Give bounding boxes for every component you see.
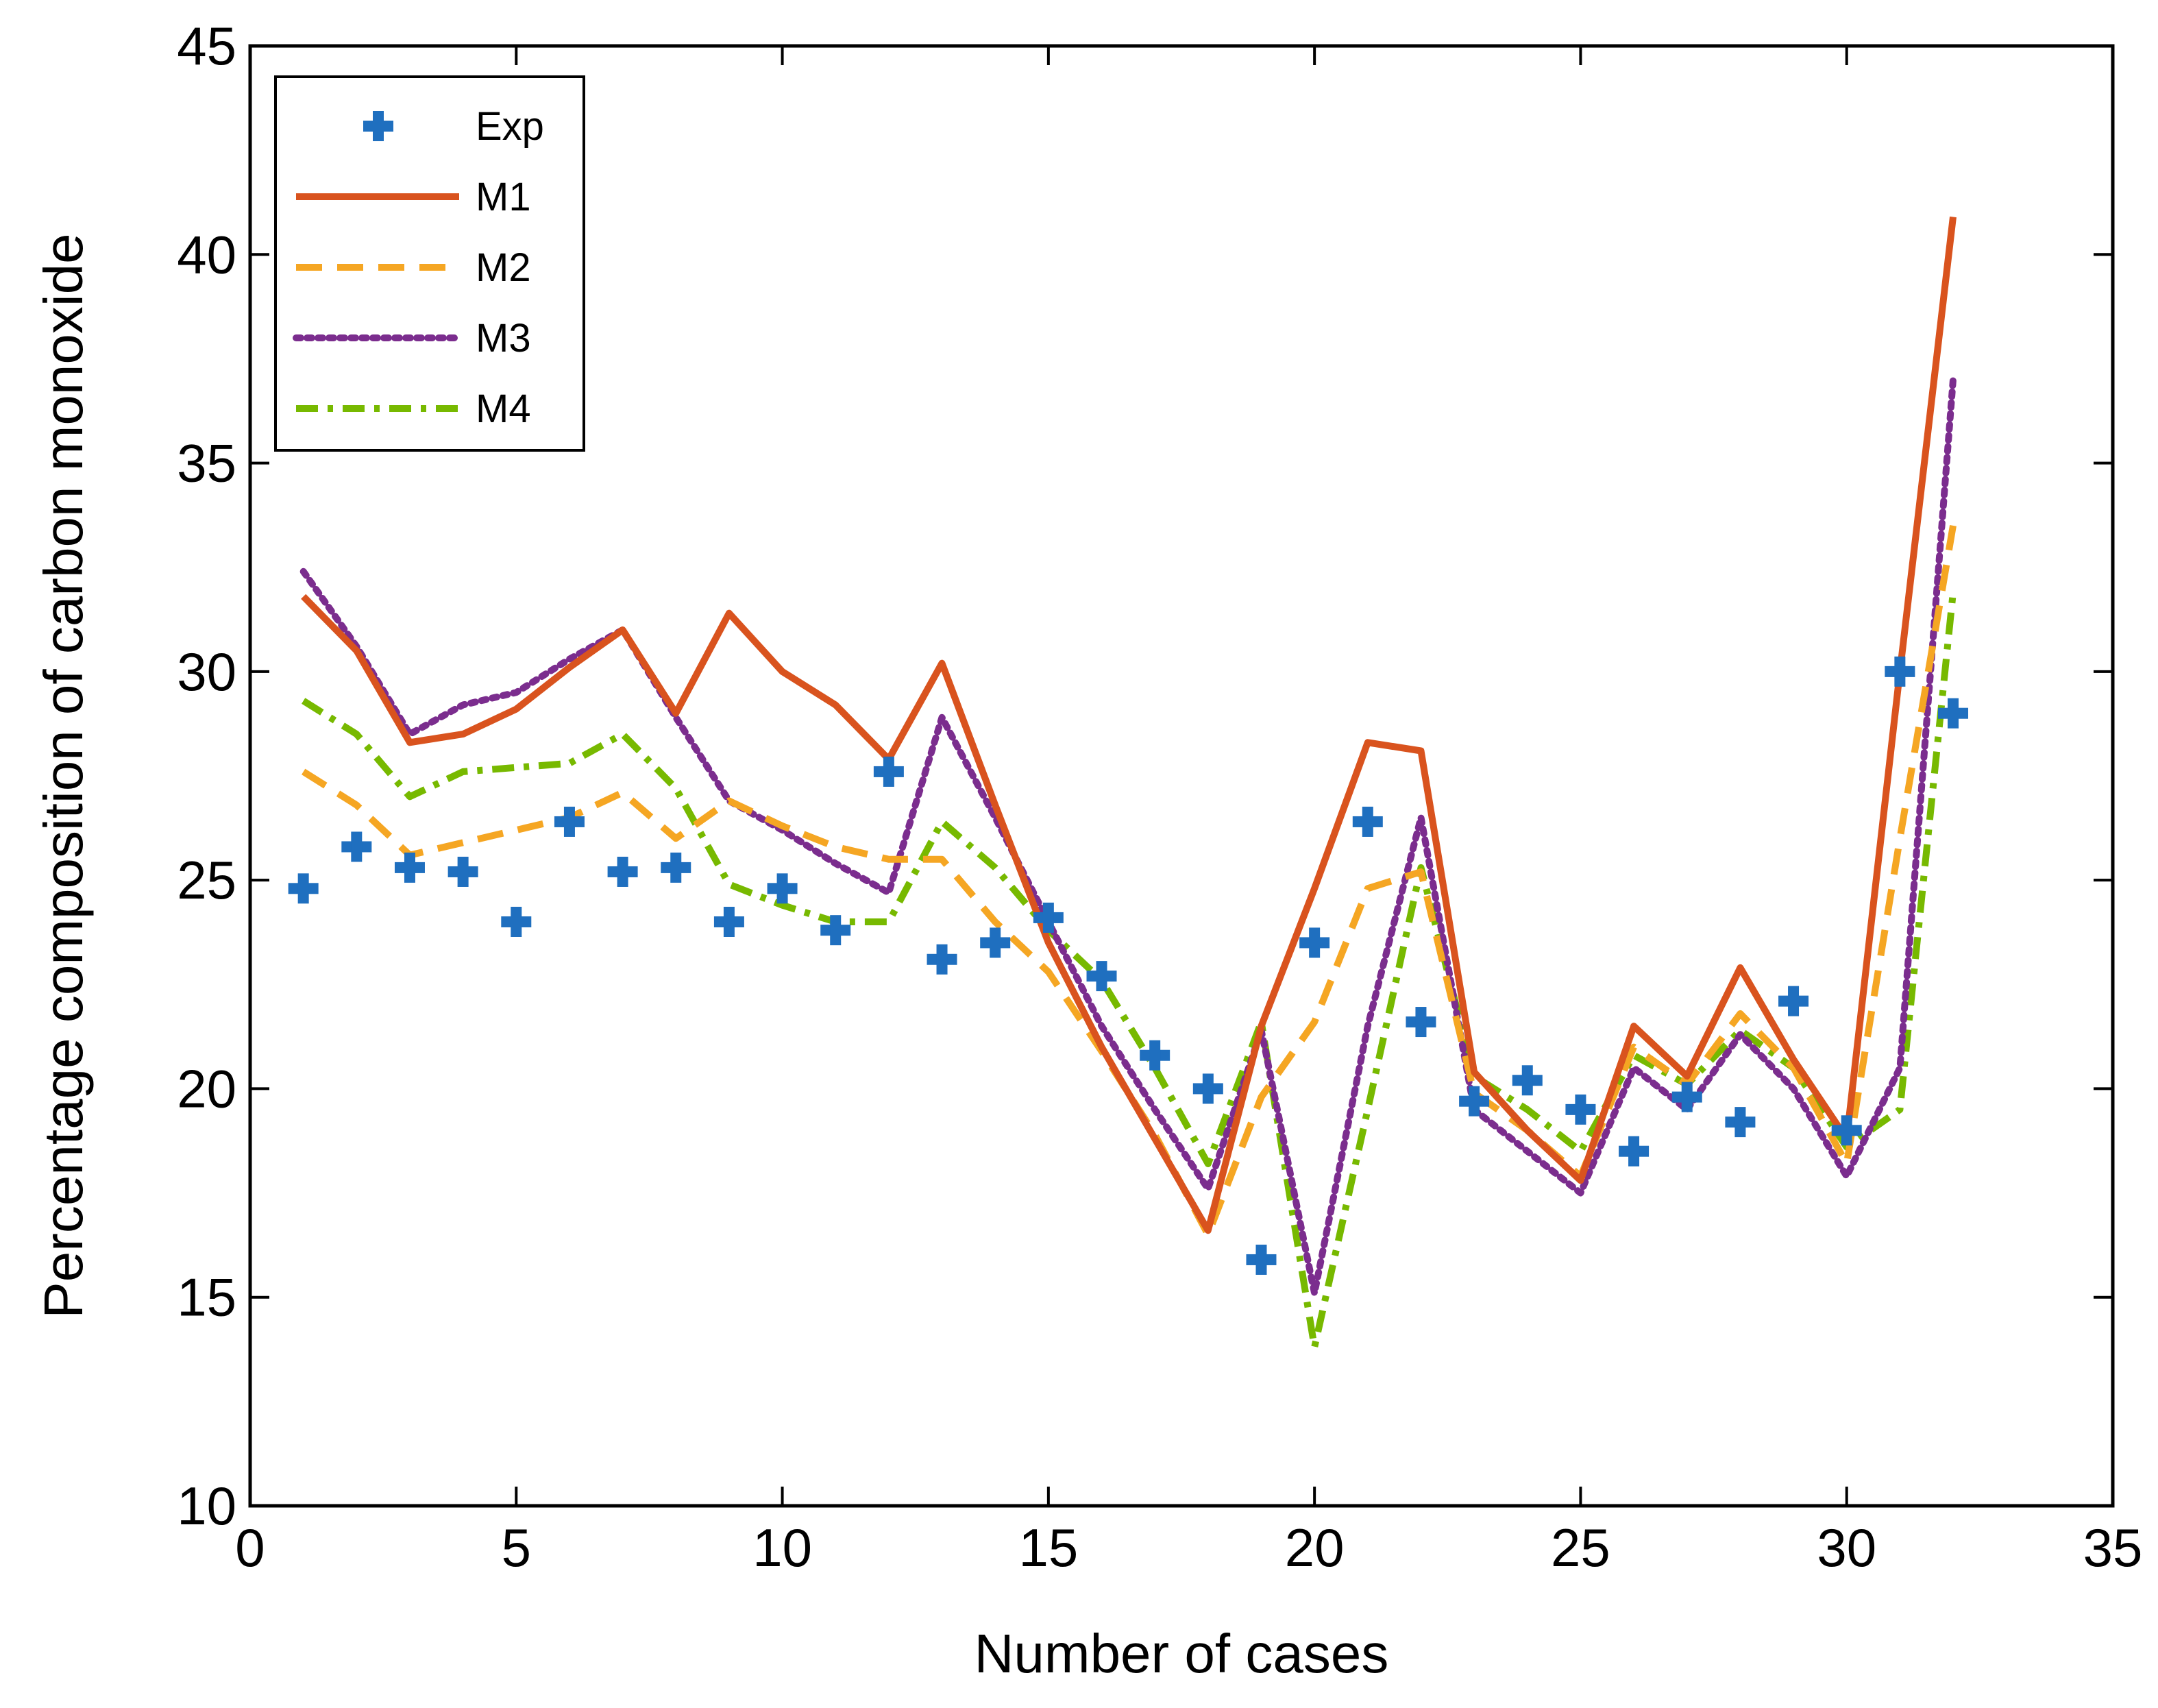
data-point-exp — [661, 852, 691, 883]
data-point-exp — [1885, 656, 1915, 687]
data-point-exp — [1778, 986, 1809, 1016]
data-point-exp — [1033, 902, 1064, 933]
data-point-exp — [873, 756, 904, 787]
data-point-exp — [980, 927, 1011, 958]
data-point-exp — [1406, 1007, 1436, 1038]
x-tick-label: 10 — [752, 1517, 812, 1578]
data-point-exp — [1725, 1107, 1756, 1138]
series-line-m1 — [301, 216, 1957, 1234]
data-point-exp — [1565, 1094, 1596, 1125]
x-tick-label: 25 — [1551, 1517, 1610, 1578]
data-point-exp — [394, 852, 425, 883]
x-tick-label: 35 — [2083, 1517, 2143, 1578]
legend-label: M2 — [476, 245, 531, 290]
legend-item-m4: M4 — [296, 387, 531, 431]
data-point-exp — [1619, 1136, 1650, 1167]
y-tick-label: 15 — [177, 1267, 236, 1328]
legend-box — [274, 75, 585, 452]
data-point-exp — [1459, 1086, 1490, 1117]
y-tick-label: 30 — [177, 642, 236, 702]
data-point-exp — [1938, 698, 1969, 729]
x-tick-label: 5 — [502, 1517, 531, 1578]
data-point-exp — [1192, 1073, 1223, 1104]
axis-ticks: 0 5 10 15 20 25 30 35 10 15 20 25 30 35 40 45 — [177, 16, 2142, 1578]
legend-item-m2: M2 — [296, 245, 531, 290]
x-tick-label: 30 — [1817, 1517, 1876, 1578]
data-point-exp — [1140, 1040, 1170, 1071]
data-point-exp — [927, 944, 957, 975]
y-tick-label: 40 — [177, 224, 236, 284]
data-point-exp — [341, 831, 372, 862]
y-tick-label: 45 — [177, 16, 236, 76]
data-point-exp — [554, 806, 585, 837]
legend-item-m1: M1 — [296, 175, 531, 219]
data-point-exp — [1671, 1082, 1702, 1112]
series-line-m2 — [302, 525, 1957, 1239]
x-tick-label: 0 — [235, 1517, 265, 1578]
data-point-exp — [820, 915, 851, 946]
x-tick-label: 15 — [1018, 1517, 1078, 1578]
legend-marker — [363, 111, 393, 141]
y-axis-title: Percentage composition of carbon monoxid… — [33, 233, 94, 1318]
y-tick-label: 20 — [177, 1058, 236, 1119]
data-point-exp — [1512, 1065, 1543, 1096]
data-point-exp — [607, 856, 638, 887]
y-tick-label: 35 — [177, 433, 236, 493]
legend: Exp M1 M2 M3 M4 — [274, 75, 585, 452]
y-tick-label: 10 — [177, 1476, 236, 1536]
legend-label: M3 — [476, 316, 531, 361]
legend-item-m3: M3 — [293, 316, 531, 361]
data-point-exp — [1086, 961, 1117, 992]
data-point-exp — [288, 873, 319, 904]
legend-label: M4 — [476, 387, 531, 431]
legend-label: Exp — [476, 104, 544, 149]
data-point-exp — [713, 907, 744, 937]
series-layer — [288, 216, 1969, 1351]
data-point-exp — [1299, 927, 1330, 958]
series-line-m4 — [302, 591, 1957, 1351]
data-point-exp — [1246, 1244, 1277, 1275]
y-tick-label: 25 — [177, 850, 236, 910]
series-line-m3 — [299, 376, 1957, 1297]
data-point-exp — [501, 907, 532, 937]
legend-item-exp: Exp — [363, 104, 544, 149]
x-axis-title: Number of cases — [974, 1623, 1389, 1684]
data-point-exp — [767, 873, 798, 904]
data-point-exp — [447, 856, 478, 887]
legend-label: M1 — [476, 175, 531, 219]
data-point-exp — [1352, 806, 1383, 837]
x-tick-label: 20 — [1285, 1517, 1345, 1578]
data-point-exp — [1831, 1115, 1862, 1146]
